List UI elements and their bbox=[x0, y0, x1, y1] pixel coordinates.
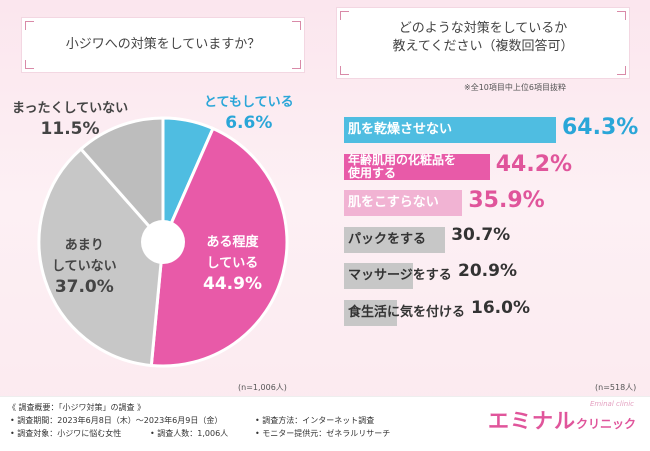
bar-value: 44.2% bbox=[495, 151, 573, 177]
pie-label-very-pct: 6.6% bbox=[225, 113, 273, 133]
bar-row: 年齢肌用の化粧品を 使用する 44.2% bbox=[344, 151, 644, 180]
bar-value: 64.3% bbox=[562, 115, 639, 140]
bar-fill bbox=[344, 153, 490, 180]
bar-fill bbox=[344, 190, 463, 216]
pie-label-somewhat: ある程度 している 44.9% bbox=[203, 232, 262, 295]
pie-slice-none bbox=[78, 116, 165, 246]
n-left: (n=1,006人) bbox=[238, 383, 287, 392]
pie-label-somewhat-name2: している bbox=[206, 256, 259, 271]
bar-value: 30.7% bbox=[451, 224, 511, 245]
pie-label-none-pct: 11.5% bbox=[40, 119, 100, 139]
pie-label-none: まったくしていない 11.5% bbox=[12, 98, 128, 140]
bar-value: 16.0% bbox=[471, 297, 530, 318]
bar-label-line2: 使用する bbox=[348, 165, 397, 180]
note-top: ※全10項目中上位6項目抜粋 bbox=[464, 83, 566, 92]
clinic-logo: Eminal clinic エミナルクリニック bbox=[487, 400, 636, 435]
footer-count: • 調査人数：1,006人 bbox=[150, 429, 229, 438]
bar-row: 肌を乾燥させない 64.3% bbox=[344, 115, 644, 143]
n-right: (n=518人) bbox=[595, 383, 637, 392]
pie-center-hole bbox=[141, 220, 185, 264]
pie-label-none-name: まったくしていない bbox=[12, 101, 129, 116]
footer-period: • 調査期間：2023年6月8日（木）〜2023年6月9日（金） bbox=[10, 416, 223, 425]
bar-label-line1: 肌をこすらない bbox=[348, 195, 439, 210]
pie-label-little: あまり していない 37.0% bbox=[52, 235, 117, 298]
bar-value: 20.9% bbox=[458, 261, 517, 281]
bar-label: パックをする bbox=[348, 233, 426, 246]
footer-heading: 《 調査概要：「小ジワ対策」の調査 》 bbox=[8, 403, 146, 412]
bar-title-line1: どのような対策をしているか bbox=[398, 21, 568, 36]
bar-fill bbox=[344, 117, 556, 143]
bar-label: 年齢肌用の化粧品を 使用する bbox=[348, 152, 457, 180]
bar-title-box: どのような対策をしているか 教えてください（複数回答可） bbox=[337, 8, 629, 78]
pie-label-little-name1: あまり bbox=[64, 238, 104, 253]
pie-slice-somewhat bbox=[149, 126, 289, 368]
pie-label-somewhat-pct: 44.9% bbox=[203, 274, 262, 294]
bar-label-line1: 食生活に気を付ける bbox=[348, 304, 466, 320]
bar-label: 食生活に気を付ける bbox=[348, 306, 465, 319]
logo-main: エミナル bbox=[487, 409, 576, 433]
bar-label-line1: パックをする bbox=[348, 231, 427, 247]
bar-row: パックをする 30.7% bbox=[344, 224, 644, 253]
pie-label-very-name: とてもしている bbox=[204, 95, 294, 110]
bar-value: 35.9% bbox=[468, 188, 545, 213]
bar-label: 肌をこすらない bbox=[348, 196, 439, 209]
footer-method: • 調査方法：インターネット調査 bbox=[255, 416, 375, 425]
pie-label-very: とてもしている 6.6% bbox=[204, 92, 294, 134]
logo-tiny: Eminal clinic bbox=[589, 400, 634, 408]
bar-label: 肌を乾燥させない bbox=[348, 123, 452, 136]
bar-label-line1: マッサージをする bbox=[348, 268, 452, 283]
pie-label-little-pct: 37.0% bbox=[54, 277, 114, 297]
bar-fill bbox=[344, 299, 397, 326]
bar-label: マッサージをする bbox=[348, 269, 452, 282]
survey-footer: 《 調査概要：「小ジワ対策」の調査 》 • 調査期間：2023年6月8日（木）〜… bbox=[0, 396, 650, 451]
pie-label-little-name2: していない bbox=[52, 259, 117, 274]
pie-title: 小ジワへの対策をしていますか？ bbox=[65, 37, 261, 52]
bar-fill bbox=[344, 226, 446, 253]
bar-label-line1: 年齢肌用の化粧品を bbox=[348, 152, 457, 167]
pie-label-somewhat-name1: ある程度 bbox=[206, 235, 259, 250]
pie-slice-little bbox=[37, 146, 165, 368]
bar-label-line1: 肌を乾燥させない bbox=[348, 122, 453, 137]
logo-sub: クリニック bbox=[575, 417, 636, 431]
bar-fill bbox=[344, 263, 413, 289]
footer-provider: • モニター提供元：ゼネラルリサーチ bbox=[255, 429, 391, 438]
bar-row: マッサージをする 20.9% bbox=[344, 261, 644, 289]
footer-target: • 調査対象：小ジワに悩む女性 bbox=[10, 429, 122, 438]
pie-title-box: 小ジワへの対策をしていますか？ bbox=[22, 18, 304, 72]
bar-row: 食生活に気を付ける 16.0% bbox=[344, 297, 644, 326]
bar-title-line2: 教えてください（複数回答可） bbox=[392, 39, 574, 54]
bar-row: 肌をこすらない 35.9% bbox=[344, 188, 644, 216]
pie-chart bbox=[37, 116, 289, 368]
